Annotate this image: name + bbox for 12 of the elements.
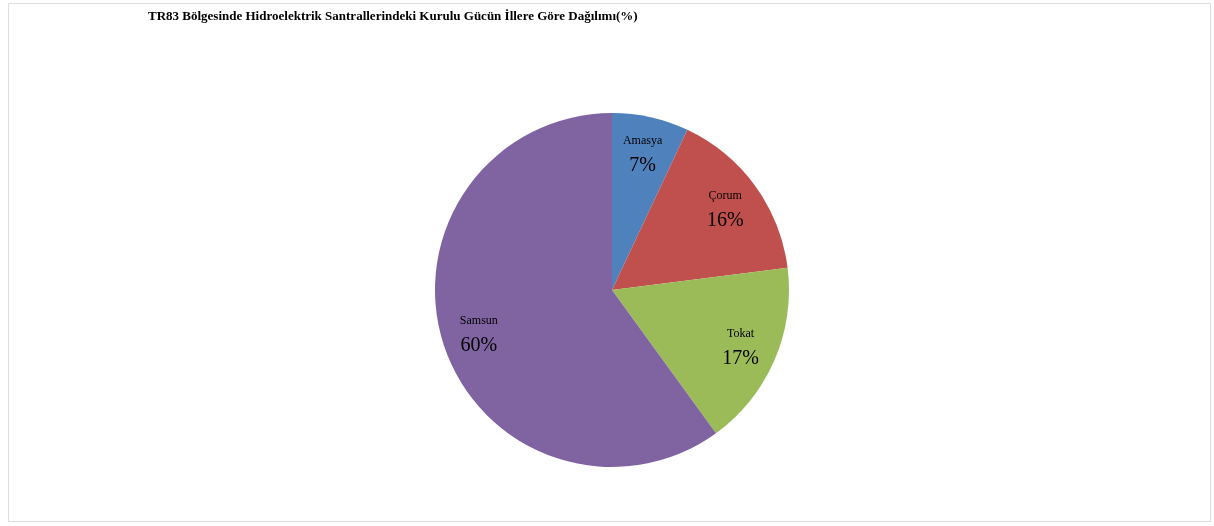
pie-slice [612,267,789,434]
slice-label: Tokat [726,325,755,340]
data-label: 17% [722,345,759,368]
pie-slice [612,129,788,290]
slice-label: Samsun [459,313,498,328]
data-label: 16% [706,207,744,230]
data-label: 7% [629,153,656,176]
slice-label: Çorum [708,187,743,202]
data-label: 60% [460,333,498,356]
slice-label: Amasya [622,133,663,148]
chart-title: TR83 Bölgesinde Hidroelektrik Santrallerindeki Kurulu Gücün İllere Göre Dağılımı(%) [148,8,638,23]
pie-slice [612,113,688,290]
